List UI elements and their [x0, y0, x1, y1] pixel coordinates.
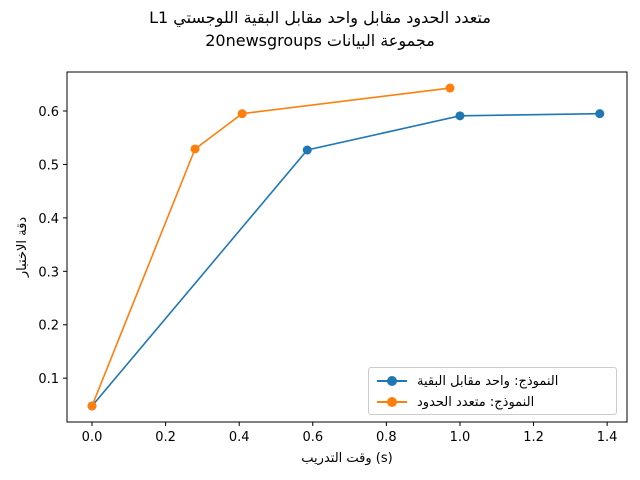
data-point-marker [595, 109, 605, 119]
legend-marker-orange-icon [375, 392, 409, 412]
x-tick-label: 1.2 [523, 430, 544, 445]
y-axis-label: دقة الاختبار [15, 217, 30, 278]
y-axis-ticks: 0.1 0.2 0.3 0.4 0.5 0.6 [38, 105, 67, 387]
x-tick-label: 1.0 [450, 430, 471, 445]
x-tick-label: 0.8 [376, 430, 397, 445]
legend-item-multinomial: النموذج: متعدد الحدود [375, 392, 534, 412]
chart-title-line2: مجموعة البيانات 20newsgroups [205, 31, 435, 50]
x-tick-label: 0.2 [155, 430, 176, 445]
y-tick-label: 0.6 [38, 105, 59, 120]
y-tick-label: 0.1 [38, 372, 59, 387]
data-point-marker [237, 109, 247, 119]
chart-title-line1: متعدد الحدود مقابل واحد مقابل البقية الل… [149, 8, 491, 27]
data-point-marker [190, 144, 200, 154]
data-point-marker [87, 401, 97, 411]
legend-item-ovr: النموذج: واحد مقابل البقية [375, 371, 558, 391]
x-axis-label: وقت التدريب (s) [301, 451, 392, 466]
series-line [91, 87, 451, 407]
legend-marker-blue-icon [375, 371, 409, 391]
data-point-marker [445, 83, 455, 93]
legend-label: النموذج: متعدد الحدود [417, 394, 535, 410]
y-tick-label: 0.4 [38, 212, 59, 227]
data-point-marker [455, 111, 465, 121]
legend-label: النموذج: واحد مقابل البقية [417, 373, 559, 389]
x-tick-label: 0.4 [229, 430, 250, 445]
y-tick-label: 0.3 [38, 265, 59, 280]
x-tick-label: 0.0 [82, 430, 103, 445]
y-tick-label: 0.2 [38, 319, 59, 334]
plot-frame [66, 71, 628, 423]
x-tick-label: 0.6 [302, 430, 323, 445]
data-point-marker [302, 145, 312, 155]
x-axis-ticks: 0.0 0.2 0.4 0.6 0.8 1.0 1.2 1.4 [82, 422, 618, 445]
data-series [87, 83, 605, 411]
series-line [91, 112, 600, 407]
y-tick-label: 0.5 [38, 158, 59, 173]
legend: النموذج: واحد مقابل البقية النموذج: متعد… [368, 367, 617, 415]
x-tick-label: 1.4 [597, 430, 618, 445]
